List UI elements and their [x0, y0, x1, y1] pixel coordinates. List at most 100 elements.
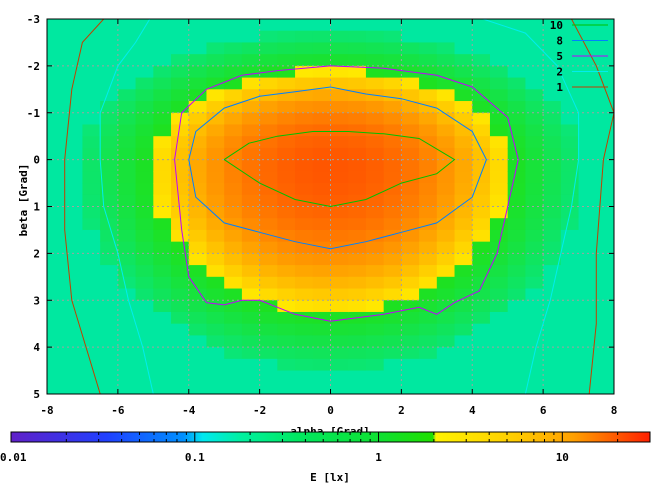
heatmap-cell [135, 19, 154, 32]
legend-label: 2 [556, 66, 563, 79]
heatmap-cell [117, 300, 137, 313]
heatmap-cell [365, 300, 385, 313]
heatmap-cell [578, 358, 597, 372]
heatmap-cell [365, 241, 385, 254]
heatmap-cell [277, 101, 296, 114]
heatmap-cell [543, 183, 562, 196]
heatmap-cell [330, 89, 349, 102]
heatmap-cell [295, 89, 314, 102]
heatmap-cell [82, 54, 101, 67]
heatmap-cell [206, 335, 225, 348]
heatmap-cell [596, 370, 614, 383]
heatmap-cell [383, 276, 402, 290]
heatmap-cell [330, 311, 349, 325]
heatmap-cell [596, 358, 614, 372]
heatmap-cell [578, 300, 597, 313]
heatmap-cell [383, 335, 402, 348]
heatmap-cell [383, 183, 402, 196]
heatmap-cell [312, 101, 332, 114]
heatmap-cell [507, 194, 527, 208]
heatmap-cell [419, 253, 438, 266]
heatmap-cell [295, 101, 314, 114]
heatmap-cell [454, 112, 473, 126]
heatmap-cell [560, 253, 580, 266]
heatmap-cell [365, 30, 385, 44]
colorbar-tick-label: 1 [375, 451, 382, 464]
heatmap-cell [454, 229, 473, 243]
heatmap-cell [596, 183, 614, 196]
heatmap-cell [259, 288, 278, 301]
heatmap-cell [135, 253, 154, 266]
heatmap-cell [100, 89, 119, 102]
heatmap-cell [348, 229, 367, 243]
heatmap-cell [348, 218, 367, 231]
heatmap-cell [436, 229, 456, 243]
heatmap-cell [117, 276, 137, 290]
heatmap-cell [454, 147, 473, 161]
heatmap-cell [525, 311, 544, 325]
heatmap-cell [596, 311, 614, 325]
heatmap-cell [224, 265, 243, 278]
y-axis-ticks: -3 -2 -1 0 1 2 3 4 5 [27, 13, 614, 401]
heatmap-cell [206, 101, 225, 114]
heatmap-cell [224, 30, 243, 44]
heatmap-cell [348, 253, 367, 266]
heatmap-cell [330, 370, 349, 383]
heatmap-cell [525, 77, 544, 90]
heatmap-cell [135, 101, 154, 114]
heatmap-cell [171, 89, 190, 102]
heatmap-cell [47, 229, 66, 243]
heatmap-cell [117, 112, 137, 126]
heatmap-cell [82, 42, 101, 55]
heatmap-cell [188, 382, 208, 394]
heatmap-cell [135, 147, 154, 161]
heatmap-cell [47, 112, 66, 126]
heatmap-cell [82, 101, 101, 114]
heatmap-cell [312, 288, 332, 301]
heatmap-cell [100, 276, 119, 290]
heatmap-cell [419, 194, 438, 208]
heatmap-cell [454, 276, 473, 290]
heatmap-cell [525, 218, 544, 231]
heatmap-cell [100, 300, 119, 313]
heatmap-cell [578, 147, 597, 161]
contour-line-8 [188, 86, 487, 250]
heatmap-cell [206, 159, 225, 172]
heatmap-cell [100, 253, 119, 266]
heatmap-cell [100, 194, 119, 208]
heatmap-cell [47, 335, 66, 348]
heatmap-cell [259, 206, 278, 219]
heatmap-cell [171, 112, 190, 126]
heatmap-cell [153, 241, 172, 254]
x-tick-label: 6 [540, 404, 547, 417]
heatmap-cell [295, 206, 314, 219]
legend-label: 10 [550, 19, 563, 32]
heatmap-cell [224, 65, 243, 79]
heatmap-cell [578, 288, 597, 301]
heatmap-cell [596, 300, 614, 313]
heatmap-cell [82, 311, 101, 325]
heatmap-cell [419, 42, 438, 55]
heatmap-cell [454, 42, 473, 55]
heatmap-cell [259, 323, 278, 337]
heatmap-cell [224, 101, 243, 114]
heatmap-cell [472, 335, 491, 348]
heatmap-cell [578, 65, 597, 79]
heatmap-cell [401, 206, 420, 219]
heatmap-cell [401, 370, 420, 383]
heatmap-cell [64, 54, 84, 67]
heatmap-cell [507, 206, 527, 219]
heatmap-cell [64, 218, 84, 231]
heatmap-cell [525, 159, 544, 172]
heatmap-cell [348, 159, 367, 172]
heatmap-cell [525, 358, 544, 372]
heatmap-cell [117, 382, 137, 394]
heatmap-cell [241, 347, 261, 360]
heatmap-cell [64, 253, 84, 266]
heatmap-cell [188, 30, 208, 44]
heatmap-cell [436, 288, 456, 301]
heatmap-cell [135, 288, 154, 301]
heatmap-cell [365, 19, 385, 32]
heatmap-cell [330, 288, 349, 301]
heatmap-cell [472, 276, 491, 290]
